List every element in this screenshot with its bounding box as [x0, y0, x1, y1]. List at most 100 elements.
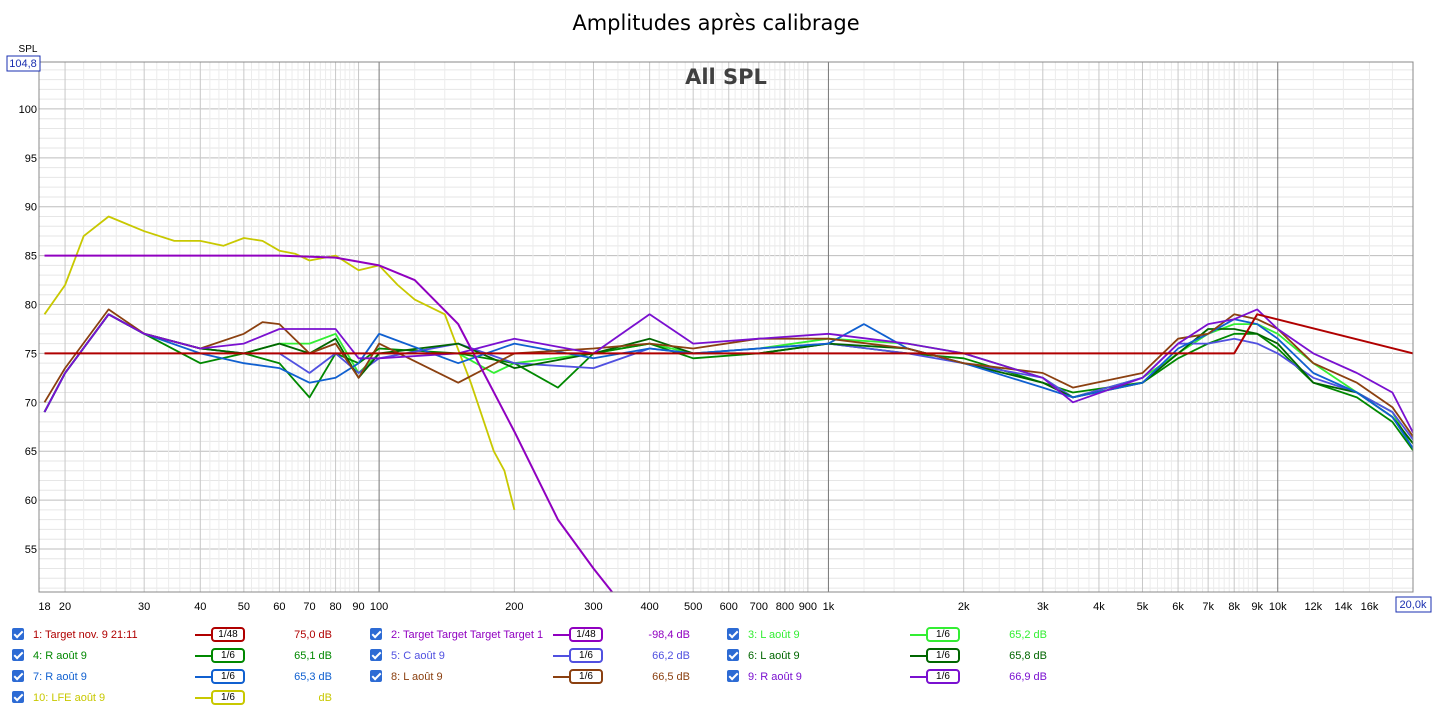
x-tick-label: 5k — [1137, 601, 1149, 613]
plot-frame — [38, 61, 1414, 593]
x-tick-label: 900 — [799, 601, 817, 613]
smoothing-button[interactable]: 1/6 — [926, 669, 960, 684]
x-tick-label: 4k — [1093, 601, 1105, 613]
legend-item: 9: R août 9 1/6 66,9 dB — [727, 668, 1067, 686]
x-tick-label: 400 — [640, 601, 658, 613]
legend-item: 8: L août 9 1/6 66,5 dB — [370, 668, 710, 686]
x-tick-label: 2k — [958, 601, 970, 613]
x-tick-label: 300 — [584, 601, 602, 613]
y-tick-label: 75 — [25, 348, 37, 360]
x-tick-label: 40 — [194, 601, 206, 613]
legend-label: 2: Target Target Target Target 1 — [391, 629, 544, 641]
y-tick-label: 100 — [19, 104, 37, 116]
x-tick-label: 16k — [1361, 601, 1379, 613]
x-tick-label: 800 — [776, 601, 794, 613]
x-tick-label: 7k — [1202, 601, 1214, 613]
smoothing-button[interactable]: 1/48 — [211, 627, 245, 642]
legend-item: 2: Target Target Target Target 1 1/48 -98,… — [370, 626, 710, 644]
y-top-readout-box[interactable] — [6, 55, 41, 72]
legend-label: 10: LFE août 9 — [33, 692, 106, 704]
legend-checkbox[interactable] — [727, 649, 739, 661]
y-tick-label: 85 — [25, 251, 37, 263]
y-tick-label: 90 — [25, 202, 37, 214]
legend-item: 7: R août 9 1/6 65,3 dB — [12, 668, 352, 686]
legend-label: 4: R août 9 — [33, 650, 87, 662]
legend-checkbox[interactable] — [12, 670, 24, 682]
legend-value: 65,2 dB — [1009, 629, 1047, 641]
x-tick-label: 70 — [303, 601, 315, 613]
series-line-2 — [44, 254, 613, 592]
smoothing-button[interactable]: 1/6 — [569, 648, 603, 663]
overlay-title: All SPL — [685, 65, 767, 89]
y-tick-label: 55 — [25, 544, 37, 556]
legend-value: 65,1 dB — [294, 650, 332, 662]
legend-value: 66,9 dB — [1009, 671, 1047, 683]
series-line-10 — [43, 215, 516, 511]
chart-title: Amplitudes après calibrage — [572, 11, 859, 35]
legend-label: 1: Target nov. 9 21:11 — [33, 629, 138, 641]
y-tick-label: 70 — [25, 397, 37, 409]
series-line-9 — [43, 308, 1413, 434]
smoothing-button[interactable]: 1/6 — [211, 669, 245, 684]
x-tick-label: 3k — [1037, 601, 1049, 613]
legend-value: 75,0 dB — [294, 629, 332, 641]
legend-checkbox[interactable] — [727, 628, 739, 640]
legend-item: 6: L août 9 1/6 65,8 dB — [727, 647, 1067, 665]
y-tick-label: 60 — [25, 495, 37, 507]
smoothing-button[interactable]: 1/6 — [926, 627, 960, 642]
y-tick-labels: 55 60 65 70 75 80 85 90 95 100 — [19, 104, 37, 556]
x-tick-label: 1k — [823, 601, 835, 613]
x-tick-label: 8k — [1228, 601, 1240, 613]
x-tick-label: 20 — [59, 601, 71, 613]
legend-label: 9: R août 9 — [748, 671, 802, 683]
smoothing-button[interactable]: 1/6 — [926, 648, 960, 663]
legend-label: 8: L août 9 — [391, 671, 443, 683]
legend-checkbox[interactable] — [12, 649, 24, 661]
legend-checkbox[interactable] — [370, 670, 382, 682]
y-tick-label: 65 — [25, 446, 37, 458]
legend-item: 10: LFE août 9 1/6 dB — [12, 689, 352, 707]
x-tick-label: 700 — [750, 601, 768, 613]
series-line-4 — [43, 313, 1413, 451]
x-tick-labels: 18 20 30 40 50 60 70 80 90 100 200 300 400 500 600 700 8… — [38, 601, 1378, 613]
x-tick-label: 18 — [38, 601, 50, 613]
legend-checkbox[interactable] — [370, 628, 382, 640]
legend-checkbox[interactable] — [727, 670, 739, 682]
y-tick-label: 95 — [25, 153, 37, 165]
legend-item: 1: Target nov. 9 21:11 1/48 75,0 dB — [12, 626, 352, 644]
x-tick-label: 80 — [329, 601, 341, 613]
x-tick-label: 90 — [352, 601, 364, 613]
y-axis-unit: SPL — [19, 44, 38, 55]
y-tick-label: 80 — [25, 300, 37, 312]
x-tick-label: 60 — [273, 601, 285, 613]
smoothing-button[interactable]: 1/6 — [211, 648, 245, 663]
smoothing-button[interactable]: 1/6 — [211, 690, 245, 705]
legend-label: 6: L août 9 — [748, 650, 800, 662]
series-lines — [43, 215, 1413, 592]
legend-checkbox[interactable] — [12, 628, 24, 640]
x-tick-label: 30 — [138, 601, 150, 613]
legend-label: 3: L août 9 — [748, 629, 800, 641]
series-line-8 — [43, 308, 1413, 438]
smoothing-button[interactable]: 1/48 — [569, 627, 603, 642]
smoothing-button[interactable]: 1/6 — [569, 669, 603, 684]
legend-value: -98,4 dB — [648, 629, 690, 641]
legend-item: 5: C août 9 1/6 66,2 dB — [370, 647, 710, 665]
x-tick-label: 10k — [1269, 601, 1287, 613]
x-tick-label: 6k — [1172, 601, 1184, 613]
x-tick-label: 50 — [238, 601, 250, 613]
x-tick-label: 100 — [370, 601, 388, 613]
x-tick-label: 600 — [720, 601, 738, 613]
spl-chart: Amplitudes après calibrage All SPL SPL 1… — [6, 11, 1432, 613]
legend-label: 5: C août 9 — [391, 650, 445, 662]
y-top-readout[interactable]: 104,8 — [9, 58, 37, 70]
x-right-readout-box[interactable] — [1395, 596, 1432, 613]
legend-checkbox[interactable] — [12, 691, 24, 703]
x-tick-label: 200 — [505, 601, 523, 613]
legend-checkbox[interactable] — [370, 649, 382, 661]
legend-value: 65,8 dB — [1009, 650, 1047, 662]
legend-item: 4: R août 9 1/6 65,1 dB — [12, 647, 352, 665]
legend: 1: Target nov. 9 21:11 1/48 75,0 dB 2: Targ… — [0, 622, 1433, 709]
x-right-readout[interactable]: 20,0k — [1400, 599, 1427, 611]
legend-value: 66,5 dB — [652, 671, 690, 683]
